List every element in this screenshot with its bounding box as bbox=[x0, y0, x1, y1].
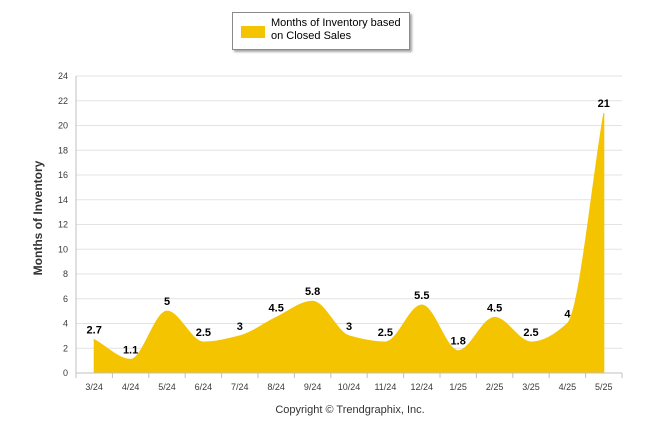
y-tick-label: 24 bbox=[58, 71, 68, 81]
area-fill bbox=[93, 113, 605, 374]
x-tick-label: 6/24 bbox=[195, 382, 213, 392]
data-label: 2.5 bbox=[523, 327, 538, 339]
y-tick-label: 6 bbox=[63, 294, 68, 304]
data-label: 5.8 bbox=[305, 286, 320, 298]
y-tick-label: 8 bbox=[63, 269, 68, 279]
x-tick-label: 3/24 bbox=[85, 382, 103, 392]
legend-swatch bbox=[241, 26, 265, 38]
axes bbox=[75, 76, 623, 378]
x-tick-label: 2/25 bbox=[486, 382, 504, 392]
x-tick-label: 1/25 bbox=[449, 382, 467, 392]
data-label: 3 bbox=[237, 321, 243, 333]
legend-label: Months of Inventory based on Closed Sale… bbox=[271, 17, 401, 42]
y-tick-label: 22 bbox=[58, 96, 68, 106]
data-label: 2.5 bbox=[378, 327, 393, 339]
legend: Months of Inventory based on Closed Sale… bbox=[232, 12, 410, 50]
data-label: 5 bbox=[164, 296, 170, 308]
x-tick-label: 4/24 bbox=[122, 382, 140, 392]
x-tick-label: 9/24 bbox=[304, 382, 322, 392]
y-tick-label: 4 bbox=[63, 319, 68, 329]
data-label: 1.8 bbox=[451, 336, 466, 348]
x-tick-label: 7/24 bbox=[231, 382, 249, 392]
y-tick-label: 0 bbox=[63, 368, 68, 378]
data-label: 3 bbox=[346, 321, 352, 333]
y-tick-label: 16 bbox=[58, 170, 68, 180]
y-tick-label: 2 bbox=[63, 343, 68, 353]
data-label: 4.5 bbox=[269, 302, 284, 314]
data-label: 4 bbox=[564, 309, 571, 321]
y-axis-title: Months of Inventory bbox=[31, 160, 45, 275]
x-tick-label: 5/24 bbox=[158, 382, 176, 392]
y-tick-label: 12 bbox=[58, 220, 68, 230]
data-label: 2.7 bbox=[87, 325, 102, 337]
data-label: 4.5 bbox=[487, 302, 502, 314]
x-tick-labels: 3/24 4/24 5/24 6/24 7/24 8/24 9/24 10/24 11/24 12… bbox=[85, 382, 612, 392]
y-tick-label: 18 bbox=[58, 145, 68, 155]
x-tick-label: 8/24 bbox=[267, 382, 285, 392]
data-label: 21 bbox=[598, 98, 610, 110]
copyright-text: Copyright © Trendgraphix, Inc. bbox=[275, 404, 424, 416]
y-tick-label: 20 bbox=[58, 121, 68, 131]
y-tick-label: 10 bbox=[58, 244, 68, 254]
series-area bbox=[93, 113, 605, 374]
data-labels: 2.7 1.1 5 2.5 3 4.5 5.8 3 2.5 5.5 1.8 4.5 2.5 4 21 bbox=[87, 98, 610, 356]
data-label: 1.1 bbox=[123, 344, 138, 356]
x-tick-label: 5/25 bbox=[595, 382, 613, 392]
x-tick-label: 12/24 bbox=[411, 382, 434, 392]
x-tick-label: 11/24 bbox=[374, 382, 396, 392]
x-tick-label: 10/24 bbox=[338, 382, 361, 392]
x-tick-label: 3/25 bbox=[522, 382, 540, 392]
data-label: 2.5 bbox=[196, 327, 211, 339]
data-label: 5.5 bbox=[414, 290, 429, 302]
x-tick-label: 4/25 bbox=[559, 382, 577, 392]
y-tick-label: 14 bbox=[58, 195, 68, 205]
